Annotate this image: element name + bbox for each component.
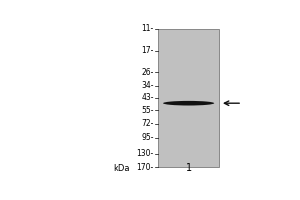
Text: 72-: 72- — [141, 119, 154, 128]
Text: 11-: 11- — [142, 24, 154, 33]
Bar — [158, 29, 219, 167]
Text: 1: 1 — [186, 163, 192, 173]
Text: 43-: 43- — [141, 93, 154, 102]
Text: 130-: 130- — [136, 149, 154, 158]
Text: 26-: 26- — [141, 68, 154, 77]
Text: kDa: kDa — [113, 164, 129, 173]
Text: 170-: 170- — [136, 163, 154, 172]
Text: 17-: 17- — [141, 46, 154, 55]
Text: 34-: 34- — [141, 81, 154, 90]
Text: 55-: 55- — [141, 106, 154, 115]
Text: 95-: 95- — [141, 133, 154, 142]
Ellipse shape — [163, 101, 214, 106]
